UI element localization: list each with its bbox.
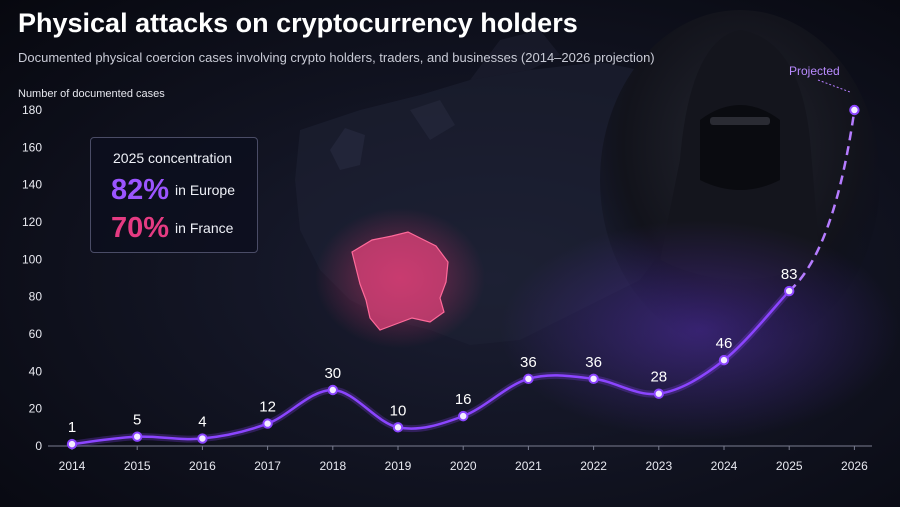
data-point	[392, 422, 404, 433]
projected-label: Projected	[789, 64, 840, 78]
data-label: 5	[133, 412, 141, 429]
line-glow	[500, 220, 900, 440]
data-point	[132, 431, 143, 442]
y-tick-label: 100	[22, 252, 42, 266]
data-label: 1	[68, 419, 76, 436]
x-tick-label: 2017	[254, 459, 281, 473]
x-tick-label: 2026	[841, 459, 868, 473]
projection-line	[788, 109, 856, 293]
series-line	[71, 290, 791, 446]
data-point	[653, 388, 664, 399]
data-point	[66, 438, 78, 450]
data-point	[327, 384, 338, 396]
europe-label: in Europe	[175, 182, 235, 198]
x-tick-label: 2016	[189, 459, 216, 473]
data-label: 12	[259, 399, 276, 416]
chart-subtitle: Documented physical coercion cases invol…	[18, 50, 655, 65]
data-point	[262, 418, 273, 429]
france-stat: 70% in France	[111, 212, 233, 245]
x-tick-label: 2024	[711, 459, 738, 473]
europe-stat: 82% in Europe	[111, 174, 235, 207]
y-tick-label: 180	[22, 103, 42, 117]
x-tick-label: 2020	[450, 459, 477, 473]
y-tick-label: 40	[29, 364, 43, 378]
y-tick-label: 80	[29, 290, 43, 304]
y-tick-label: 0	[35, 439, 42, 453]
data-point	[523, 373, 534, 384]
france-shape	[351, 231, 449, 331]
data-label: 46	[716, 335, 733, 352]
y-axis-label: Number of documented cases	[18, 88, 165, 100]
data-point	[197, 433, 208, 444]
y-tick-label: 140	[22, 178, 42, 192]
data-label: 16	[455, 391, 472, 408]
x-tick-label: 2018	[319, 459, 346, 473]
x-tick-label: 2015	[124, 459, 151, 473]
data-label: 28	[650, 369, 667, 386]
france-label: in France	[175, 220, 234, 236]
x-tick-label: 2022	[580, 459, 607, 473]
x-tick-label: 2021	[515, 459, 542, 473]
data-label: 4	[198, 414, 206, 431]
data-label: 36	[585, 354, 602, 371]
x-tick-label: 2023	[645, 459, 672, 473]
concentration-callout: 2025 concentration 82% in Europe 70% in Fr…	[90, 137, 258, 253]
x-tick-label: 2025	[776, 459, 803, 473]
data-point	[784, 285, 795, 297]
data-point	[718, 354, 730, 366]
y-tick-label: 160	[22, 140, 42, 154]
x-tick-label: 2019	[385, 459, 412, 473]
data-point	[849, 104, 860, 116]
series-line-glow	[71, 288, 792, 448]
projected-leader-line	[817, 79, 851, 93]
data-label: 30	[324, 365, 341, 382]
data-point	[588, 373, 599, 384]
y-tick-label: 120	[22, 215, 42, 229]
europe-percentage: 82%	[111, 174, 170, 206]
callout-title: 2025 concentration	[113, 150, 233, 166]
y-tick-label: 20	[29, 402, 43, 416]
data-label: 10	[390, 402, 407, 419]
france-percentage: 70%	[111, 212, 170, 244]
data-label: 36	[520, 354, 537, 371]
data-point	[458, 410, 469, 422]
x-tick-label: 2014	[59, 459, 86, 473]
chart-title: Physical attacks on cryptocurrency holde…	[18, 8, 578, 38]
data-label: 83	[781, 266, 798, 283]
y-tick-label: 60	[29, 327, 43, 341]
